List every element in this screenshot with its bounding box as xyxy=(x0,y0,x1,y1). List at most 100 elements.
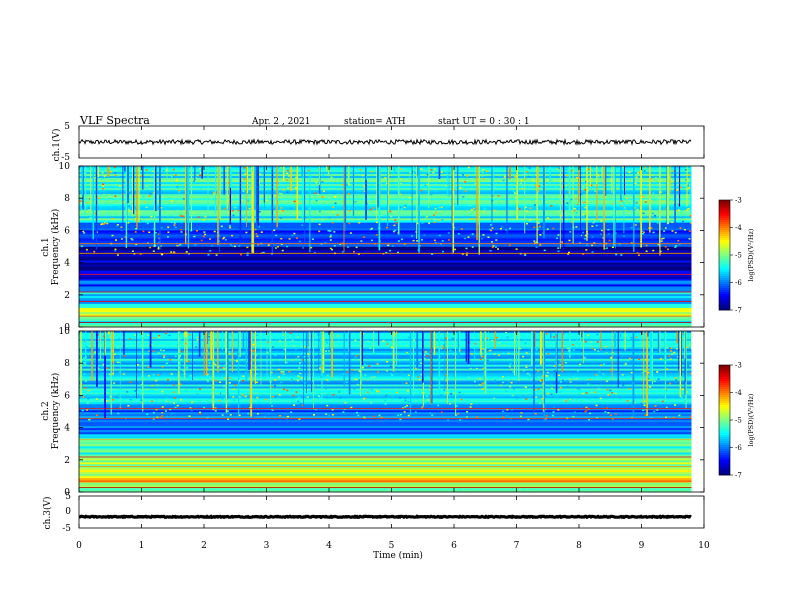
spectrogram-band-strip xyxy=(79,301,692,305)
spectrogram-streak xyxy=(657,331,660,353)
spectrogram-streak xyxy=(572,166,574,244)
spectrogram-speckle xyxy=(159,416,162,419)
spectrogram-speckle xyxy=(498,337,501,339)
frequency-tick-label: 2 xyxy=(64,456,70,466)
spectrogram-speckle xyxy=(242,190,245,192)
spectrogram-speckle xyxy=(472,207,475,210)
spectrogram-speckle xyxy=(666,347,669,349)
spectrogram-speckle xyxy=(587,168,590,171)
spectrogram-empty-tail xyxy=(691,331,704,492)
colorbar-segment xyxy=(719,413,730,416)
spectrogram-speckle xyxy=(546,179,549,181)
spectrogram-speckle xyxy=(411,203,414,206)
colorbar-segment xyxy=(719,276,730,279)
spectrogram-speckle xyxy=(88,418,91,421)
spectrogram-speckle xyxy=(553,406,555,409)
spectrogram-speckle xyxy=(346,184,349,186)
spectrogram-speckle xyxy=(603,393,606,396)
spectrogram-speckle xyxy=(565,169,568,171)
spectrogram-speckle xyxy=(476,223,479,225)
spectrogram-speckle xyxy=(248,207,251,210)
spectrogram-speckle xyxy=(79,200,82,202)
spectrogram-streak xyxy=(122,166,124,236)
spectrogram-streak xyxy=(252,166,254,172)
spectrogram-speckle xyxy=(594,391,597,393)
spectrogram-speckle xyxy=(667,248,669,251)
spectrogram-streak xyxy=(343,166,345,253)
spectrogram-speckle xyxy=(456,184,459,187)
spectrogram-streak xyxy=(514,331,516,376)
spectrogram-speckle xyxy=(108,194,110,196)
spectrogram-speckle xyxy=(247,195,250,198)
spectrogram-band-strip xyxy=(79,386,692,389)
spectrogram-speckle xyxy=(206,373,209,376)
spectrogram-speckle xyxy=(280,372,283,374)
spectrogram-band-strip xyxy=(79,172,692,175)
spectrogram-streak xyxy=(624,331,626,351)
spectrogram-speckle xyxy=(433,168,436,170)
spectrogram-speckle xyxy=(321,181,324,183)
spectrogram-speckle xyxy=(252,416,255,418)
spectrogram-speckle xyxy=(105,367,108,369)
spectrogram-streak xyxy=(217,331,219,373)
spectrogram-streak xyxy=(615,166,616,249)
spectrogram-streak xyxy=(249,331,251,370)
spectrogram-speckle xyxy=(677,240,680,242)
spectrogram-speckle xyxy=(607,393,610,396)
spectrogram-speckle xyxy=(411,170,414,172)
spectrogram-speckle xyxy=(559,386,562,389)
spectrogram-speckle xyxy=(528,377,531,379)
colorbar-segment xyxy=(719,429,730,432)
spectrogram-speckle xyxy=(630,371,633,374)
spectrogram-speckle xyxy=(431,253,434,255)
spectrogram-speckle xyxy=(116,254,119,256)
colorbar-segment xyxy=(719,212,730,215)
spectrogram-speckle xyxy=(637,172,639,174)
spectrogram-speckle xyxy=(635,201,638,204)
spectrogram-speckle xyxy=(376,390,379,392)
spectrogram-speckle xyxy=(642,409,645,411)
spectrogram-streak xyxy=(318,166,320,186)
spectrogram-speckle xyxy=(537,388,540,390)
spectrogram-speckle xyxy=(151,400,154,403)
spectrogram-speckle xyxy=(510,368,513,371)
spectrogram-streak xyxy=(393,331,395,336)
spectrogram-speckle xyxy=(573,411,576,413)
spectrogram-band-strip xyxy=(79,230,692,233)
spectrogram-speckle xyxy=(324,387,327,390)
spectrogram-speckle xyxy=(223,236,226,239)
spectrogram-speckle xyxy=(102,185,105,187)
spectrogram-speckle xyxy=(96,414,98,416)
spectrogram-band-strip xyxy=(79,488,692,491)
spectrogram-speckle xyxy=(232,214,235,217)
spectrogram-speckle xyxy=(604,411,607,413)
spectrogram-speckle xyxy=(120,229,123,232)
spectrogram-speckle xyxy=(597,174,599,176)
spectrogram-speckle xyxy=(466,411,469,413)
spectrogram-speckle xyxy=(557,374,560,376)
spectrogram-speckle xyxy=(255,373,258,375)
spectrogram-speckle xyxy=(314,192,317,194)
spectrogram-speckle xyxy=(256,396,259,399)
frequency-tick-label: 6 xyxy=(64,391,70,401)
spectrogram-speckle xyxy=(257,400,260,403)
spectrogram-speckle xyxy=(469,204,472,207)
colorbar-segment xyxy=(719,206,730,209)
spectrogram-speckle xyxy=(386,226,388,229)
spectrogram-speckle xyxy=(573,209,576,212)
spectrogram-speckle xyxy=(525,352,528,354)
spectrogram-band-strip xyxy=(79,482,692,485)
spectrogram-speckle xyxy=(448,239,450,241)
spectrogram-streak xyxy=(365,166,367,220)
spectrogram-streak xyxy=(85,331,87,367)
spectrogram-speckle xyxy=(527,418,530,421)
colorbar-segment xyxy=(719,441,730,444)
spectrogram-band-strip xyxy=(79,396,692,399)
spectrogram-band-strip xyxy=(79,288,692,291)
spectrogram-speckle xyxy=(512,371,515,373)
spectrogram-speckle xyxy=(139,253,142,255)
spectrogram-speckle xyxy=(379,181,382,184)
spectrogram-speckle xyxy=(329,239,332,241)
